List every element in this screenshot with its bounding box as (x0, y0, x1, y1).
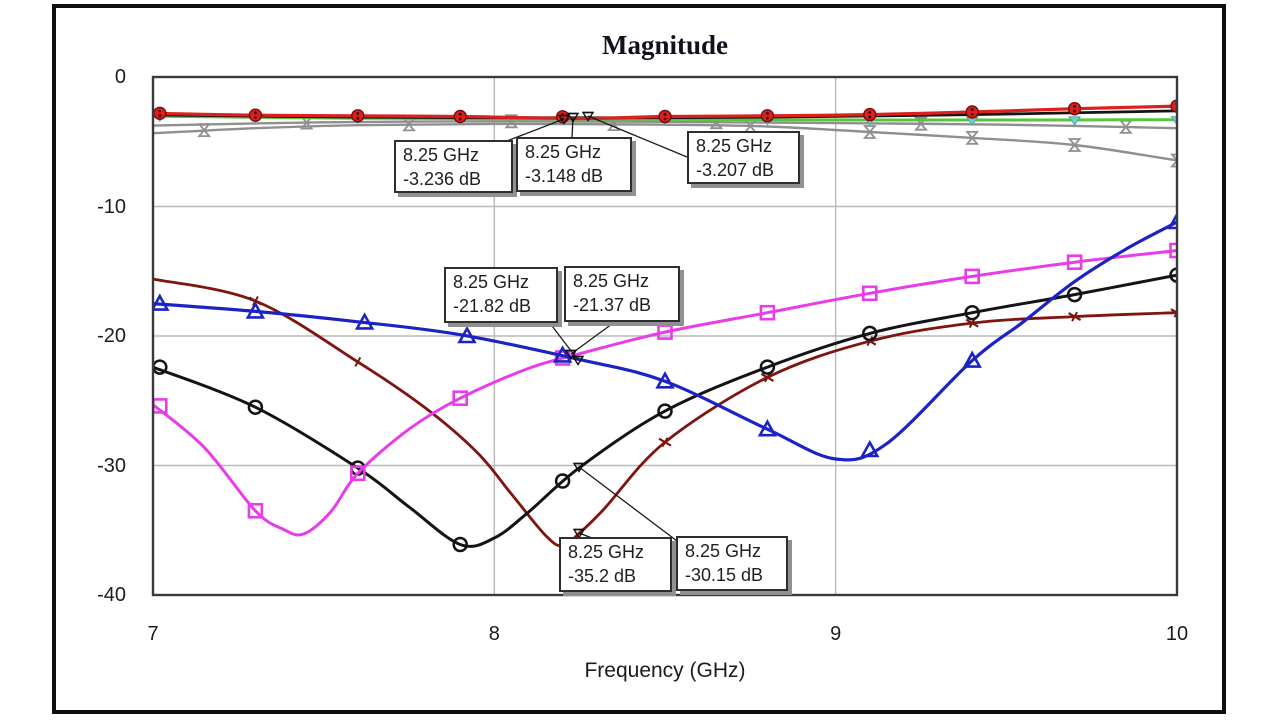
y-tick-label: -20 (97, 325, 126, 347)
plot-border (151, 75, 1179, 597)
marker-red-dot-circle (351, 109, 365, 123)
marker-black-circle (657, 403, 673, 419)
marker-gray-bowtie (1170, 153, 1178, 168)
marker-darkred-x (351, 356, 365, 367)
callout-leader-line (587, 115, 688, 158)
x-tick-label: 7 (147, 623, 159, 645)
x-tick-label: 9 (830, 623, 842, 645)
curves-layer (152, 99, 1178, 553)
marker-darkred-x (1068, 311, 1082, 322)
y-tick-label: -40 (97, 584, 126, 606)
marker-gray-bowtie (1067, 138, 1082, 152)
y-tick-label: 0 (114, 66, 126, 88)
marker-darkred-x (248, 296, 262, 306)
callout-point-marker (572, 528, 586, 539)
marker-magenta-square (964, 268, 981, 285)
marker-red-dot-circle (248, 108, 263, 122)
marker-blue-tri-up (152, 293, 170, 311)
marker-red-dot-circle (965, 105, 979, 119)
series-s11-magenta (152, 242, 1178, 537)
callout-frequency: 8.25 GHz (685, 541, 762, 561)
marker-magenta-square (657, 324, 673, 340)
measurement-callout[interactable]: 8.25 GHz -3.236 dB (394, 140, 513, 193)
callout-point-marker (572, 462, 586, 473)
callout-value: -30.15 dB (685, 565, 764, 585)
callout-frequency: 8.25 GHz (403, 145, 480, 165)
marker-red-dot-circle (453, 109, 467, 124)
y-tick-label: -10 (97, 195, 126, 218)
callout-frequency: 8.25 GHz (525, 142, 602, 162)
marker-magenta-square (349, 465, 366, 482)
y-tick-label: -30 (97, 454, 126, 477)
gridlines (153, 77, 1177, 595)
measurement-callout[interactable]: 8.25 GHz -3.148 dB (516, 137, 632, 192)
x-tick-label: 8 (488, 623, 500, 645)
marker-magenta-square (247, 502, 264, 519)
callout-point-marker (557, 114, 571, 125)
callout-leader-line (548, 321, 579, 361)
x-axis-label: Frequency (GHz) (584, 659, 746, 682)
marker-black-circle (247, 399, 264, 415)
marker-black-circle (554, 473, 571, 489)
marker-red-dot-circle (760, 109, 775, 123)
marker-magenta-square (1066, 254, 1083, 271)
callout-value: -3.148 dB (525, 166, 604, 186)
marker-blue-tri-up (354, 312, 375, 330)
marker-blue-tri-up (962, 350, 982, 368)
callout-point-marker (566, 112, 580, 123)
marker-blue-tri-up (757, 419, 778, 437)
marker-black-circle (759, 359, 776, 375)
callout-frequency: 8.25 GHz (453, 272, 530, 292)
marker-black-circle (862, 325, 878, 342)
marker-blue-tri-up (245, 301, 266, 319)
marker-gray-bowtie (914, 116, 928, 131)
callout-frequency: 8.25 GHz (573, 271, 650, 291)
callout-value: -3.236 dB (403, 169, 482, 189)
callout-leader-line (578, 466, 678, 542)
marker-black-circle (1066, 286, 1083, 303)
callout-leader-line (570, 320, 617, 355)
marker-cyan-tri-down (1068, 116, 1082, 126)
curve-s11-blue (152, 220, 1178, 462)
marker-darkred-x (658, 437, 672, 448)
callout-frequency: 8.25 GHz (568, 542, 645, 562)
marker-red-dot-circle (153, 106, 167, 121)
callout-leaders (506, 111, 688, 542)
marker-blue-tri-up (655, 371, 675, 389)
marker-magenta-square (759, 304, 776, 321)
marker-magenta-square (452, 390, 469, 407)
callout-point-marker (571, 355, 585, 366)
measurement-callout[interactable]: 8.25 GHz -21.82 dB (444, 267, 558, 323)
marker-blue-tri-up (552, 345, 573, 363)
callout-point-marker (564, 349, 578, 360)
marker-black-circle (964, 304, 980, 321)
callout-value: -3.207 dB (696, 160, 775, 180)
chart-title: Magnitude (601, 30, 728, 60)
measurement-callout[interactable]: 8.25 GHz -3.207 dB (687, 131, 800, 184)
callout-value: -21.82 dB (453, 296, 532, 316)
marker-red-dot-circle (1067, 101, 1082, 116)
marker-blue-tri-up (860, 439, 880, 458)
marker-gray-bowtie (965, 130, 980, 145)
callout-frequency: 8.25 GHz (696, 136, 773, 156)
marker-black-circle (452, 536, 468, 553)
series-s11-blue (152, 211, 1178, 462)
callout-point-marker (581, 111, 595, 122)
measurement-callout[interactable]: 8.25 GHz -21.37 dB (564, 266, 680, 322)
marker-blue-tri-up (457, 325, 477, 344)
marker-gray-bowtie (504, 114, 519, 129)
callout-value: -21.37 dB (573, 295, 652, 315)
marker-red-dot-circle (658, 109, 672, 124)
marker-magenta-square (861, 285, 878, 302)
marker-red-dot-circle (863, 107, 877, 122)
marker-gray-bowtie (862, 125, 877, 139)
measurement-callout[interactable]: 8.25 GHz -30.15 dB (676, 536, 788, 591)
curve-s11-magenta (152, 249, 1178, 537)
measurement-callout[interactable]: 8.25 GHz -35.2 dB (559, 537, 672, 592)
callout-value: -35.2 dB (568, 566, 637, 586)
x-tick-label: 10 (1165, 623, 1189, 645)
